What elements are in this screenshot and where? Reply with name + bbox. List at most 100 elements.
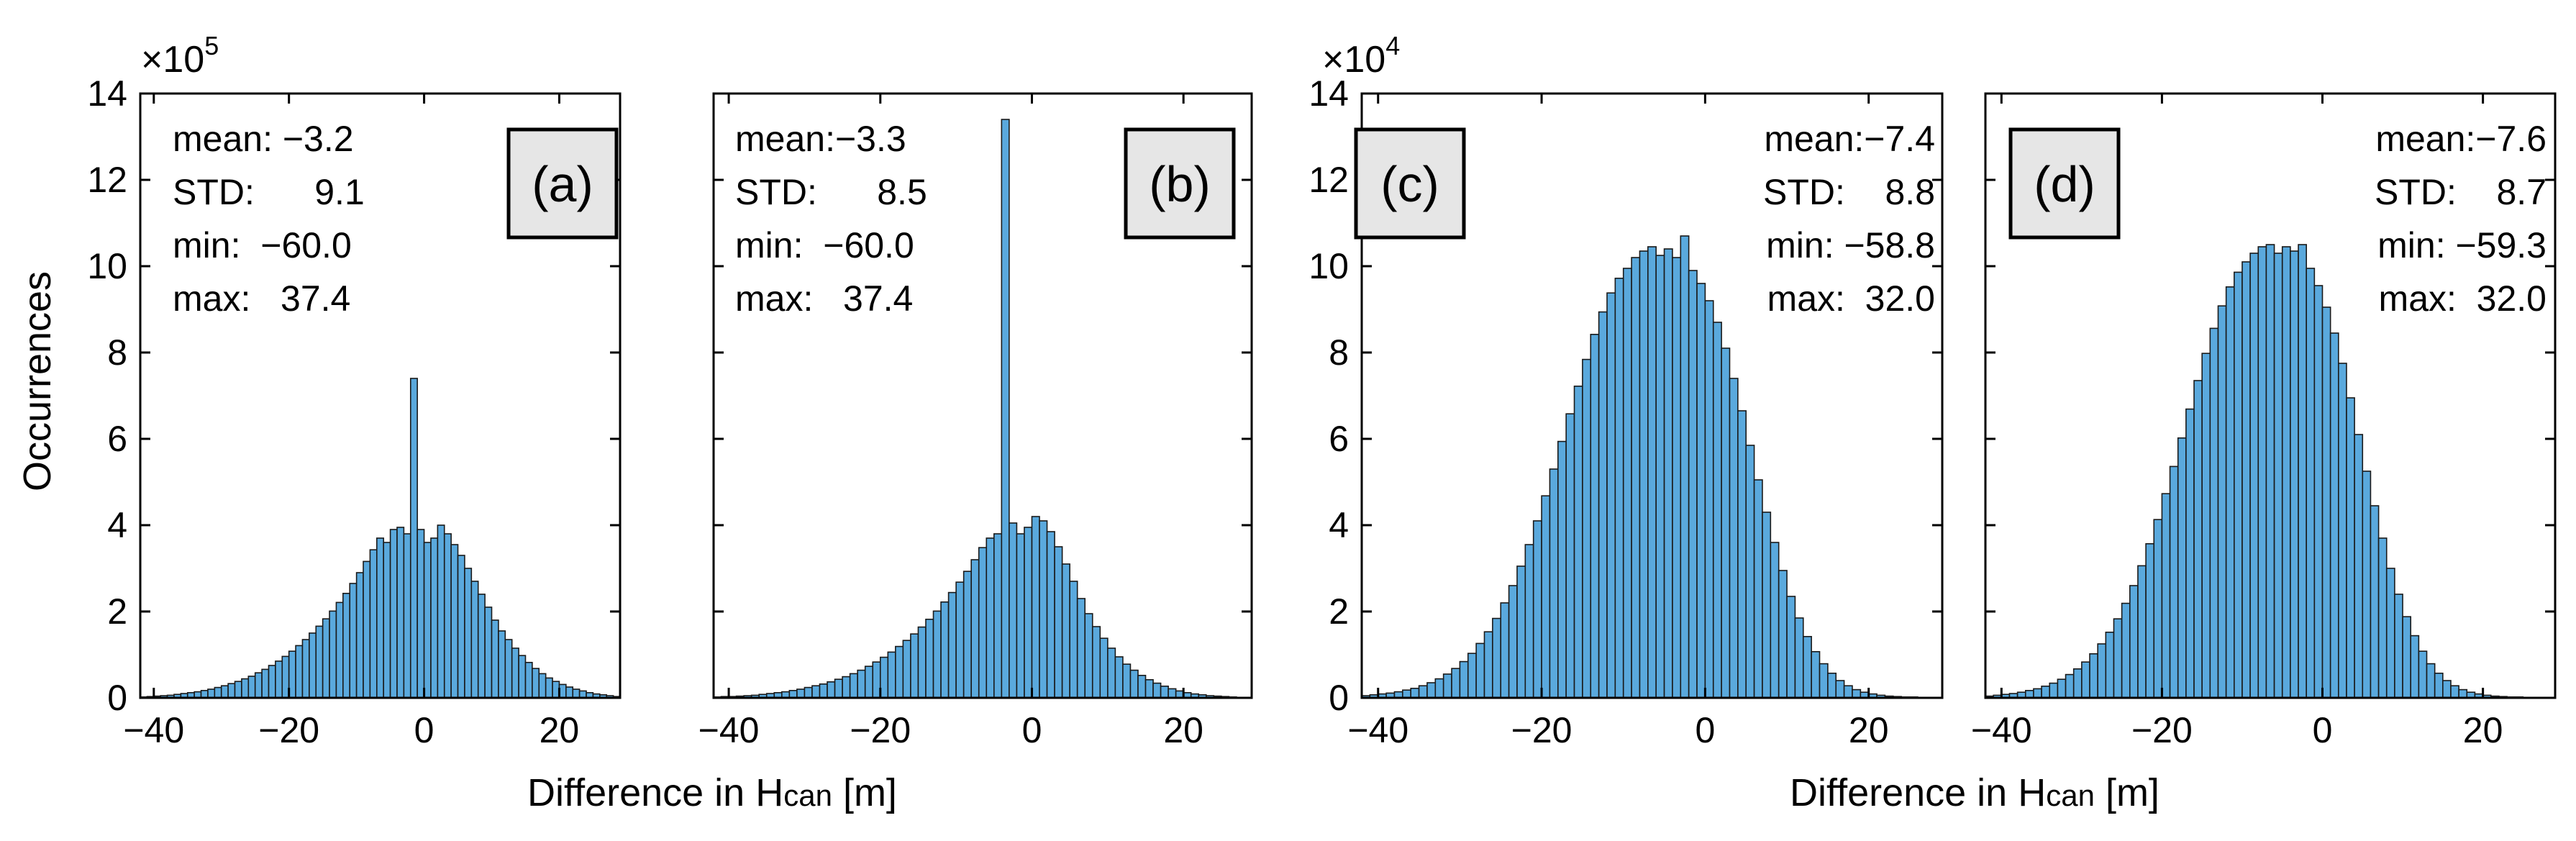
histogram-bar xyxy=(1001,119,1010,699)
histogram-bar xyxy=(993,533,1003,699)
histogram-bar xyxy=(872,661,881,699)
panel-label: (d) xyxy=(2034,156,2095,212)
panel-label: (a) xyxy=(532,156,593,212)
histogram-bar xyxy=(849,673,858,699)
histogram-bar xyxy=(241,678,250,699)
histogram-bar xyxy=(349,583,358,699)
histogram-bar xyxy=(437,524,445,699)
histogram-bar xyxy=(1160,685,1169,699)
histogram-bar xyxy=(1598,311,1608,699)
histogram-bar xyxy=(1811,650,1821,699)
x-tick-label: 20 xyxy=(540,710,580,750)
x-tick-label: −20 xyxy=(850,710,911,750)
histogram-bar xyxy=(1704,300,1714,699)
histogram-bar xyxy=(895,645,904,699)
y-tick-label: 14 xyxy=(1309,73,1349,114)
histogram-bar xyxy=(1753,479,1763,699)
histogram-bar xyxy=(2225,286,2235,699)
histogram-bar xyxy=(1410,687,1420,699)
histogram-bar xyxy=(214,686,222,699)
histogram-bar xyxy=(1672,257,1682,699)
histogram-bar xyxy=(2129,585,2139,699)
histogram-bar xyxy=(1129,669,1139,699)
histogram-bar xyxy=(417,529,425,699)
bars xyxy=(1985,244,2548,699)
histogram-bar xyxy=(2306,268,2316,699)
panel-d: −40 −20 0 20 mean:−7.6 STD: 8.7 min: −59.3 max:… xyxy=(1971,92,2557,750)
x-tick-label: −40 xyxy=(123,710,184,750)
histogram-bar xyxy=(1778,570,1788,699)
histogram-bar xyxy=(423,542,432,699)
histogram-bar xyxy=(247,676,256,699)
histogram-bar xyxy=(1467,653,1477,699)
histogram-bar xyxy=(1712,322,1722,699)
y-tick-label: 2 xyxy=(1329,591,1349,632)
histogram-bar xyxy=(2338,363,2347,699)
histogram-bar xyxy=(2193,380,2203,699)
histogram-bar xyxy=(1039,520,1048,699)
histogram-bar xyxy=(887,651,896,699)
histogram-bar xyxy=(1084,613,1093,699)
bars xyxy=(713,119,1252,699)
histogram-bar xyxy=(1647,246,1657,699)
histogram-bar xyxy=(955,581,965,699)
histogram-bar xyxy=(2137,565,2147,699)
y-tick-label: 4 xyxy=(1329,505,1349,545)
histogram-bar xyxy=(1137,674,1147,699)
histogram-bar xyxy=(2081,661,2090,699)
histogram-bar xyxy=(2257,246,2267,699)
histogram-bar xyxy=(834,678,843,699)
histogram-bar xyxy=(1721,347,1731,699)
histogram-bar xyxy=(2145,542,2155,699)
histogram-bar xyxy=(819,683,828,699)
histogram-bar xyxy=(827,681,836,699)
histogram-bar xyxy=(910,633,919,699)
y-tick-label: 12 xyxy=(87,160,127,200)
histogram-bar xyxy=(1144,678,1154,699)
histogram-bar xyxy=(2426,663,2436,699)
histogram-bar xyxy=(1152,682,1162,699)
y-tick-label: 10 xyxy=(1309,246,1349,286)
histogram-bar xyxy=(1737,410,1747,699)
histogram-bar xyxy=(538,673,547,699)
histogram-bar xyxy=(2410,635,2420,699)
histogram-bar xyxy=(970,559,980,699)
histogram-bar xyxy=(2057,678,2067,699)
histogram-bar xyxy=(443,533,452,699)
histogram-bar xyxy=(1549,468,1559,699)
scale-label-group2-base: ×10 xyxy=(1322,39,1385,81)
histogram-bar xyxy=(1168,688,1177,699)
panel-label: (b) xyxy=(1149,156,1211,212)
y-tick-label: 4 xyxy=(107,505,127,545)
histogram-bar xyxy=(2329,332,2339,699)
histogram-bar xyxy=(1745,445,1755,699)
histogram-bar xyxy=(301,639,310,699)
histogram-bar xyxy=(545,677,553,699)
panel-label: (c) xyxy=(1380,156,1439,212)
histogram-bar xyxy=(788,689,798,699)
stats-line: mean:−7.4 xyxy=(1764,119,1935,159)
histogram-bar xyxy=(2169,465,2179,699)
histogram-bar xyxy=(1107,647,1116,699)
histogram-bar xyxy=(1835,680,1845,699)
histogram-bar xyxy=(1696,283,1706,699)
y-tick-label: 14 xyxy=(87,73,127,114)
histogram-bar xyxy=(2450,685,2459,699)
histogram-bar xyxy=(484,606,493,699)
stats-line: STD: 8.5 xyxy=(735,172,927,212)
histogram-bar xyxy=(2177,437,2187,699)
histogram-bar xyxy=(2097,643,2107,699)
stats-line: max: 32.0 xyxy=(2379,278,2547,319)
x-tick-label: 20 xyxy=(1163,710,1203,750)
x-tick-label: −40 xyxy=(698,710,760,750)
histogram-bar xyxy=(2249,253,2259,699)
y-tick-label: 0 xyxy=(107,678,127,718)
y-tick-label: 8 xyxy=(107,332,127,373)
histogram-bar xyxy=(2105,631,2115,699)
scale-label-group1-base: ×10 xyxy=(141,39,204,81)
histogram-bar xyxy=(2370,505,2380,699)
histogram-bar xyxy=(254,672,263,699)
histogram-bar xyxy=(1024,527,1033,699)
axes-frame xyxy=(1360,92,1944,699)
x-axis-label-right: Difference in Hcan [m] xyxy=(1790,771,2159,814)
